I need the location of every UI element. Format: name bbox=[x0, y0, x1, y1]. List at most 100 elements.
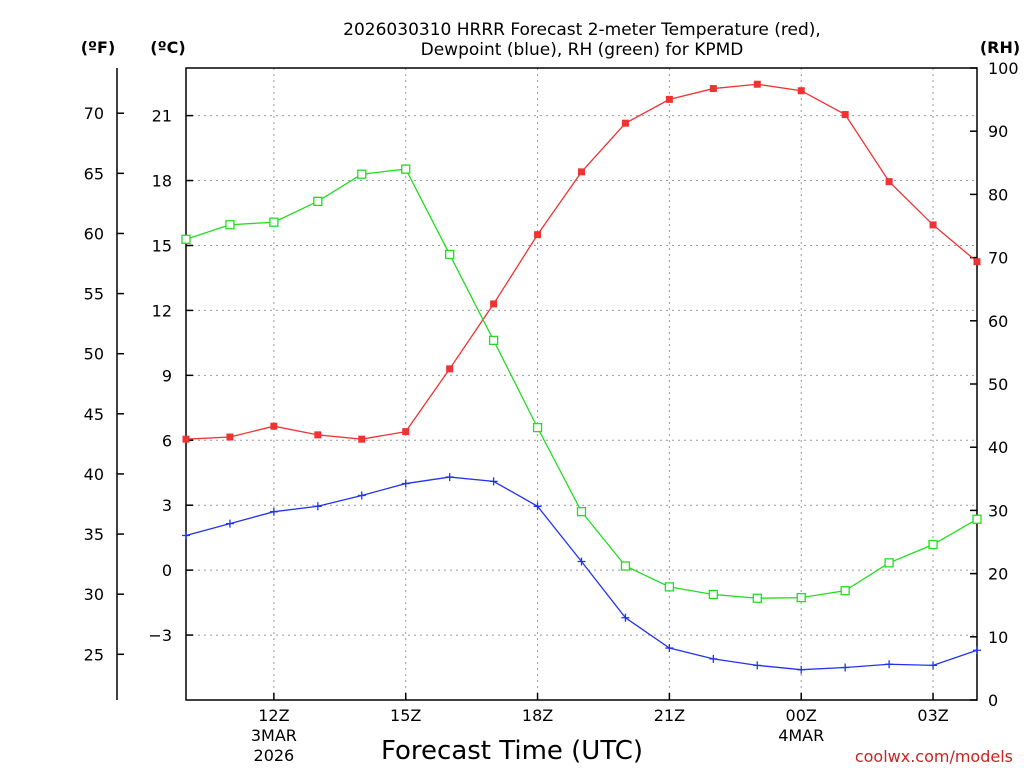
dewpoint-line bbox=[185, 476, 978, 671]
rh-point bbox=[840, 586, 850, 596]
dewpoint-point bbox=[225, 519, 234, 528]
rh-point bbox=[928, 539, 938, 550]
dewpoint-point bbox=[489, 477, 498, 486]
temperature-point bbox=[621, 119, 629, 127]
rh-tick-label: 80 bbox=[988, 185, 1008, 204]
rh-point bbox=[532, 422, 543, 433]
dewpoint-point bbox=[753, 661, 762, 670]
dewpoint-point bbox=[665, 644, 674, 653]
dewpoint-point bbox=[929, 661, 938, 670]
celsius-tick-label: 9 bbox=[162, 366, 172, 385]
rh-tick-label: 10 bbox=[988, 628, 1008, 647]
fahrenheit-tick-label: 30 bbox=[84, 585, 104, 604]
rh-point bbox=[972, 514, 982, 524]
celsius-tick-label: 21 bbox=[152, 107, 172, 126]
dewpoint-point bbox=[797, 665, 806, 674]
temperature-point bbox=[665, 95, 673, 103]
rh-point bbox=[884, 558, 894, 568]
rh-point bbox=[752, 593, 762, 603]
dewpoint-point bbox=[357, 491, 366, 500]
rh-unit-label: (RH) bbox=[980, 38, 1020, 57]
rh-point bbox=[796, 592, 806, 603]
temperature-point bbox=[534, 231, 542, 239]
fahrenheit-tick-label: 65 bbox=[84, 164, 104, 183]
rh-point bbox=[357, 169, 367, 179]
dewpoint-point bbox=[841, 663, 850, 672]
celsius-tick-label: 6 bbox=[162, 431, 172, 450]
celsius-tick-label: 15 bbox=[152, 236, 172, 255]
dewpoint-point bbox=[269, 507, 278, 516]
chart-title-line1: 2026030310 HRRR Forecast 2-meter Tempera… bbox=[343, 20, 821, 40]
rh-tick-label: 70 bbox=[988, 249, 1008, 268]
x-tick-label: 12Z bbox=[258, 706, 289, 725]
fahrenheit-tick-label: 50 bbox=[84, 345, 104, 364]
series-layer bbox=[181, 80, 982, 674]
temperature-point bbox=[358, 435, 366, 443]
rh-tick-label: 90 bbox=[988, 122, 1008, 141]
grid bbox=[186, 68, 977, 700]
credit-text: coolwx.com/models bbox=[855, 747, 1013, 766]
rh-tick-label: 30 bbox=[988, 501, 1008, 520]
rh-point bbox=[620, 561, 631, 571]
dewpoint-point bbox=[533, 502, 542, 511]
x-tick-label: 18Z bbox=[522, 706, 553, 725]
x-tick-label: 15Z bbox=[390, 706, 421, 725]
rh-point bbox=[445, 249, 455, 260]
rh-point bbox=[225, 220, 235, 230]
celsius-tick-label: 12 bbox=[152, 301, 172, 320]
temperature-point bbox=[270, 422, 278, 430]
rh-point bbox=[401, 164, 411, 174]
rh-point bbox=[313, 196, 323, 207]
temperature-point bbox=[446, 365, 454, 373]
fahrenheit-tick-label: 25 bbox=[84, 645, 104, 664]
temperature-line bbox=[185, 83, 978, 440]
temperature-point bbox=[929, 221, 937, 229]
dewpoint-point bbox=[621, 613, 630, 622]
celsius-tick-label: 18 bbox=[152, 172, 172, 191]
temperature-point bbox=[182, 435, 190, 443]
fahrenheit-tick-label: 70 bbox=[84, 104, 104, 123]
rh-tick-label: 20 bbox=[988, 565, 1008, 584]
temperature-point bbox=[709, 85, 717, 93]
rh-point bbox=[488, 335, 499, 346]
rh-tick-label: 60 bbox=[988, 312, 1008, 331]
x-date-label: 3MAR bbox=[251, 726, 297, 745]
temperature-point bbox=[578, 168, 585, 176]
fahrenheit-tick-label: 55 bbox=[84, 285, 104, 304]
celsius-tick-label: 0 bbox=[162, 561, 172, 580]
rh-point bbox=[708, 589, 718, 600]
rh-tick-label: 0 bbox=[988, 691, 998, 710]
rh-tick-label: 100 bbox=[988, 59, 1019, 78]
temperature-point bbox=[885, 178, 893, 186]
rh-point bbox=[664, 582, 675, 592]
dewpoint-point bbox=[401, 479, 410, 488]
chart-title-line2: Dewpoint (blue), RH (green) for KPMD bbox=[421, 40, 744, 60]
fahrenheit-unit-label: (ºF) bbox=[81, 38, 116, 57]
x-year-label: 2026 bbox=[254, 746, 295, 765]
temperature-point bbox=[753, 80, 761, 88]
temperature-point bbox=[797, 87, 805, 95]
dewpoint-point bbox=[885, 660, 894, 669]
temperature-point bbox=[841, 111, 849, 119]
x-tick-label: 03Z bbox=[917, 706, 948, 725]
fahrenheit-tick-label: 40 bbox=[84, 465, 104, 484]
temperature-point bbox=[314, 431, 322, 439]
x-tick-label: 21Z bbox=[654, 706, 685, 725]
temperature-point bbox=[402, 428, 410, 436]
rh-point bbox=[576, 507, 587, 517]
x-axis-label: Forecast Time (UTC) bbox=[381, 736, 643, 766]
x-date-label: 4MAR bbox=[778, 726, 824, 745]
fahrenheit-tick-label: 60 bbox=[84, 224, 104, 243]
fahrenheit-tick-label: 35 bbox=[84, 525, 104, 544]
dewpoint-point bbox=[182, 531, 190, 540]
temperature-point bbox=[226, 433, 234, 441]
rh-line bbox=[185, 168, 978, 599]
dewpoint-point bbox=[709, 654, 718, 663]
celsius-tick-label: −3 bbox=[148, 626, 172, 645]
temperature-point bbox=[973, 258, 981, 266]
dewpoint-point bbox=[445, 473, 454, 482]
celsius-tick-label: 3 bbox=[162, 496, 172, 515]
rh-point bbox=[181, 234, 191, 244]
